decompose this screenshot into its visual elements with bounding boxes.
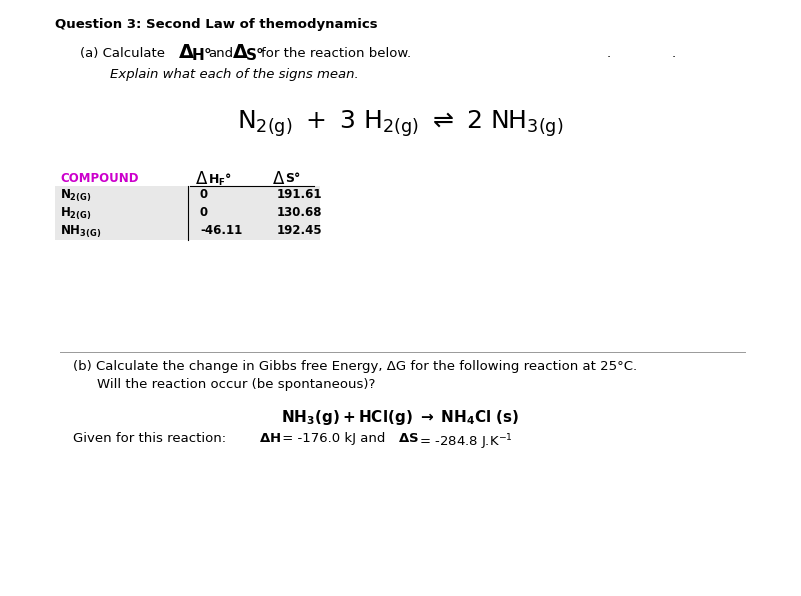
Text: 0: 0 xyxy=(200,206,208,219)
Text: $\mathbf{S°}$: $\mathbf{S°}$ xyxy=(245,47,264,63)
Text: H$_\mathbf{F}$°: H$_\mathbf{F}$° xyxy=(208,172,232,188)
Text: Will the reaction occur (be spontaneous)?: Will the reaction occur (be spontaneous)… xyxy=(97,378,376,391)
Text: (b) Calculate the change in Gibbs free Energy, ΔG for the following reaction at : (b) Calculate the change in Gibbs free E… xyxy=(73,360,637,373)
Text: .: . xyxy=(672,47,676,60)
Text: $\mathbf{\Delta}$: $\mathbf{\Delta}$ xyxy=(232,43,249,62)
Text: .: . xyxy=(607,47,611,60)
Text: Question 3: Second Law of themodynamics: Question 3: Second Law of themodynamics xyxy=(55,18,377,31)
Text: = -284.8 J.K$^{-1}$: = -284.8 J.K$^{-1}$ xyxy=(415,432,513,452)
Text: $\mathbf{\Delta S}$: $\mathbf{\Delta S}$ xyxy=(398,432,419,445)
Text: 191.61: 191.61 xyxy=(277,188,323,201)
Text: for the reaction below.: for the reaction below. xyxy=(261,47,411,60)
Text: and: and xyxy=(208,47,233,60)
FancyBboxPatch shape xyxy=(55,204,320,222)
Text: $\mathbf{\Delta}$: $\mathbf{\Delta}$ xyxy=(178,43,195,62)
Text: $\Delta$: $\Delta$ xyxy=(272,170,285,188)
Text: $\mathbf{H_{2(G)}}$: $\mathbf{H_{2(G)}}$ xyxy=(60,206,91,222)
Text: S°: S° xyxy=(285,172,300,185)
Text: $\mathbf{NH_{3(G)}}$: $\mathbf{NH_{3(G)}}$ xyxy=(60,224,101,240)
FancyBboxPatch shape xyxy=(55,222,320,240)
Text: Explain what each of the signs mean.: Explain what each of the signs mean. xyxy=(110,68,359,81)
Text: $\mathbf{H°}$: $\mathbf{H°}$ xyxy=(191,47,212,63)
Text: (a) Calculate: (a) Calculate xyxy=(80,47,165,60)
Text: 0: 0 xyxy=(200,188,208,201)
Text: $\mathbf{\Delta H}$: $\mathbf{\Delta H}$ xyxy=(259,432,281,445)
Text: Given for this reaction:: Given for this reaction: xyxy=(73,432,231,445)
Text: COMPOUND: COMPOUND xyxy=(60,172,139,185)
FancyBboxPatch shape xyxy=(55,186,320,204)
Text: $\mathbf{NH_3(g) + HCl(g)\ \rightarrow\ NH_4Cl\ (s)}$: $\mathbf{NH_3(g) + HCl(g)\ \rightarrow\ … xyxy=(281,408,519,427)
Text: $\mathrm{N}_{2(\mathrm{g})}\ +\ 3\ \mathrm{H}_{2(\mathrm{g})}\ \rightleftharpoon: $\mathrm{N}_{2(\mathrm{g})}\ +\ 3\ \math… xyxy=(237,108,563,139)
Text: $\Delta$: $\Delta$ xyxy=(195,170,208,188)
Text: 130.68: 130.68 xyxy=(277,206,323,219)
Text: 192.45: 192.45 xyxy=(277,224,323,237)
Text: -46.11: -46.11 xyxy=(200,224,242,237)
Text: $\mathbf{N_{2(G)}}$: $\mathbf{N_{2(G)}}$ xyxy=(60,188,91,204)
Text: = -176.0 kJ and: = -176.0 kJ and xyxy=(278,432,389,445)
